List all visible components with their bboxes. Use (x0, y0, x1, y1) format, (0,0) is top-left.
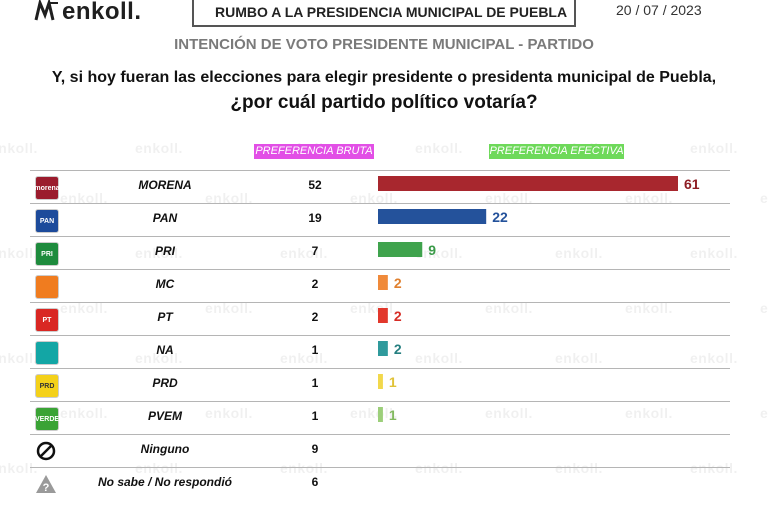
table-row: VERDE PVEM 1 1 (30, 401, 730, 434)
pvem-logo-icon: VERDE (35, 407, 59, 431)
table-row: PRI PRI 7 9 (30, 236, 730, 269)
watermark-text: enkoll. (760, 405, 768, 421)
question-line-1: Y, si hoy fueran las elecciones para ele… (51, 69, 717, 86)
watermark-text: enkoll. (760, 300, 768, 316)
ninguno-icon (35, 440, 57, 462)
row-divider (30, 335, 730, 336)
efectiva-bar (378, 242, 423, 257)
bruta-value-label: 2 (311, 277, 319, 291)
bar-row-svg: 61 (378, 176, 700, 192)
row-divider (30, 203, 730, 204)
bruta-value-label: 9 (311, 442, 319, 456)
table-row: NA 1 2 (30, 335, 730, 368)
header-underline (192, 25, 576, 27)
svg-text:?: ? (43, 482, 50, 494)
bruta-value-label: 19 (308, 211, 322, 225)
bar-row-svg: 1 (378, 374, 397, 390)
question-line-2: ¿por cuál partido político votaría? (230, 92, 538, 113)
watermark-text: enkoll. (415, 140, 463, 156)
row-divider (30, 302, 730, 303)
bruta-value-label: 52 (308, 178, 322, 192)
bar-row-svg: 2 (378, 341, 402, 357)
party-label: PRI (154, 244, 175, 258)
efectiva-bar (378, 209, 487, 224)
efectiva-value-label: 61 (684, 176, 700, 192)
report-date: 20 / 07 / 2023 (616, 2, 702, 18)
row-divider (30, 434, 730, 435)
row-divider (30, 401, 730, 402)
table-row: Ninguno 9 (30, 434, 730, 467)
efectiva-value-label: 22 (492, 209, 508, 225)
bruta-value-label: 1 (311, 409, 319, 423)
efectiva-value-label: 1 (389, 407, 397, 423)
bar-row-svg: 22 (378, 209, 508, 225)
efectiva-bar (378, 341, 388, 356)
na-logo-icon (35, 341, 59, 365)
enkoll-logo-icon (34, 0, 58, 21)
no-sabe-icon: ? (35, 473, 57, 495)
efectiva-bar (378, 275, 388, 290)
bruta-value-label: 1 (311, 376, 319, 390)
table-row: ? No sabe / No respondió 6 (30, 467, 730, 500)
prd-logo-icon: PRD (35, 374, 59, 398)
brand-name: enkoll. (62, 0, 142, 25)
party-label: PAN (152, 211, 178, 225)
efectiva-bar (378, 407, 383, 422)
party-label: No sabe / No respondió (97, 475, 232, 489)
mc-logo-icon (35, 275, 59, 299)
table-row: PAN PAN 19 22 (30, 203, 730, 236)
table-row: PRD PRD 1 1 (30, 368, 730, 401)
bar-row-svg: 9 (378, 242, 436, 258)
row-divider (30, 170, 730, 171)
efectiva-value-label: 9 (428, 242, 436, 258)
party-label: NA (156, 343, 174, 357)
legend-preferencia-efectiva: PREFERENCIA EFECTIVA (489, 144, 624, 159)
table-row: morena MORENA 52 61 (30, 170, 730, 203)
bar-row-svg: 2 (378, 275, 402, 291)
watermark-text: enkoll. (0, 140, 38, 156)
party-label: MC (155, 277, 175, 291)
table-row: PT PT 2 2 (30, 302, 730, 335)
pt-logo-icon: PT (35, 308, 59, 332)
efectiva-value-label: 2 (394, 341, 402, 357)
bar-row-svg: 1 (378, 407, 397, 423)
bruta-value-label: 2 (311, 310, 319, 324)
chart-title: INTENCIÓN DE VOTO PRESIDENTE MUNICIPAL -… (174, 36, 594, 53)
watermark-text: enkoll. (135, 140, 183, 156)
watermark-text: enkoll. (690, 140, 738, 156)
bruta-value-label: 6 (311, 475, 319, 489)
efectiva-value-label: 2 (394, 275, 402, 291)
header-divider-left (192, 0, 194, 26)
party-label: Ninguno (140, 442, 190, 456)
row-divider (30, 368, 730, 369)
brand-logo: enkoll. (34, 0, 142, 26)
bruta-value-label: 1 (311, 343, 319, 357)
party-label: PVEM (147, 409, 182, 423)
efectiva-value-label: 2 (394, 308, 402, 324)
row-divider (30, 467, 730, 468)
table-row: MC 2 2 (30, 269, 730, 302)
legend-preferencia-bruta: PREFERENCIA BRUTA (254, 144, 374, 159)
report-title: RUMBO A LA PRESIDENCIA MUNICIPAL DE PUEB… (215, 4, 568, 20)
header-divider-right (574, 0, 576, 26)
pan-logo-icon: PAN (35, 209, 59, 233)
morena-logo-icon: morena (34, 176, 60, 200)
top-header: enkoll. RUMBO A LA PRESIDENCIA MUNICIPAL… (0, 0, 768, 28)
efectiva-value-label: 1 (389, 374, 397, 390)
party-label: MORENA (138, 178, 192, 192)
efectiva-bar (378, 308, 388, 323)
bar-row-svg: 2 (378, 308, 402, 324)
party-label: PT (157, 310, 173, 324)
efectiva-bar (378, 176, 678, 191)
bruta-value-label: 7 (311, 244, 319, 258)
party-label: PRD (152, 376, 178, 390)
watermark-text: enkoll. (760, 190, 768, 206)
row-divider (30, 236, 730, 237)
pri-logo-icon: PRI (35, 242, 59, 266)
efectiva-bar (378, 374, 383, 389)
row-divider (30, 269, 730, 270)
